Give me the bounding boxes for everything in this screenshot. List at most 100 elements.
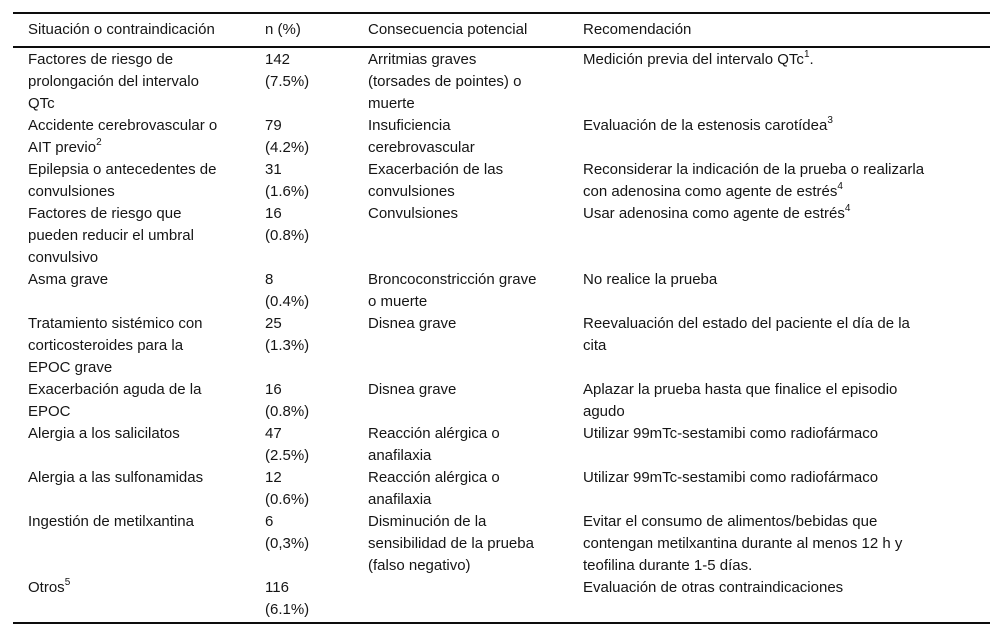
cell-line: 31	[265, 161, 282, 178]
cell-line: Otros5	[28, 577, 71, 597]
consecuencia-cell: Disminución de la sensibilidad de la prue…	[368, 511, 583, 577]
consecuencia-cell: Disnea grave	[368, 313, 583, 379]
cell-line: con adenosina como agente de estrés4	[583, 181, 843, 201]
n-cell: 6 (0,3%)	[265, 511, 368, 577]
n-cell: 79 (4.2%)	[265, 115, 368, 159]
n-cell: 47 (2.5%)	[265, 423, 368, 467]
cell-line: (0.4%)	[265, 293, 310, 310]
cell-line: prolongación del intervalo	[28, 73, 199, 90]
cell-line: Evaluación de otras contraindicaciones	[583, 579, 844, 596]
consecuencia-cell	[368, 577, 583, 621]
cell-line: muerte	[368, 95, 415, 112]
consecuencia-cell: Convulsiones	[368, 203, 583, 269]
table-row: Exacerbación aguda de la EPOC 16 (0.8%) Disn…	[28, 379, 990, 423]
situacion-cell: Otros5	[28, 577, 265, 621]
cell-line: 79	[265, 117, 282, 134]
situacion-cell: Accidente cerebrovascular o AIT previo2	[28, 115, 265, 159]
cell-line: cita	[583, 337, 607, 354]
situacion-cell: Exacerbación aguda de la EPOC	[28, 379, 265, 423]
n-cell: 116 (6.1%)	[265, 577, 368, 621]
cell-line: 25	[265, 315, 282, 332]
cell-line: pueden reducir el umbral	[28, 227, 194, 244]
cell-line: (2.5%)	[265, 447, 310, 464]
cell-line: anafilaxia	[368, 447, 432, 464]
header-situacion: Situación o contraindicación	[28, 21, 215, 38]
consecuencia-cell: Arritmias graves (torsades de pointes) o m…	[368, 49, 583, 115]
cell-line: Evaluación de la estenosis carotídea3	[583, 115, 833, 135]
recomendacion-cell: Evaluación de la estenosis carotídea3	[583, 115, 990, 159]
n-cell: 8 (0.4%)	[265, 269, 368, 313]
cell-line: o muerte	[368, 293, 428, 310]
cell-line: Utilizar 99mTc-sestamibi como radiofárma…	[583, 425, 879, 442]
cell-line: Exacerbación aguda de la	[28, 381, 202, 398]
cell-line: Broncoconstricción grave	[368, 271, 537, 288]
table-row: Factores de riesgo de prolongación del in…	[28, 49, 990, 115]
cell-line: Usar adenosina como agente de estrés4	[583, 203, 851, 223]
n-cell: 12 (0.6%)	[265, 467, 368, 511]
table-row: Ingestión de metilxantina 6 (0,3%) Disminuc…	[28, 511, 990, 577]
recomendacion-cell: Utilizar 99mTc-sestamibi como radiofárma…	[583, 467, 990, 511]
table-header-row: Situación o contraindicación n (%) Conse…	[13, 14, 990, 48]
recomendacion-cell: Aplazar la prueba hasta que finalice el …	[583, 379, 990, 423]
cell-line: AIT previo2	[28, 137, 102, 157]
cell-line: Tratamiento sistémico con	[28, 315, 203, 332]
cell-line: convulsivo	[28, 249, 99, 266]
cell-line: (1.6%)	[265, 183, 310, 200]
recomendacion-cell: Evaluación de otras contraindicaciones	[583, 577, 990, 621]
cell-line: (0.6%)	[265, 491, 310, 508]
situacion-cell: Factores de riesgo de prolongación del in…	[28, 49, 265, 115]
consecuencia-cell: Broncoconstricción grave o muerte	[368, 269, 583, 313]
cell-line: Arritmias graves	[368, 51, 477, 68]
recomendacion-cell: Utilizar 99mTc-sestamibi como radiofárma…	[583, 423, 990, 467]
table-row: Accidente cerebrovascular o AIT previo2 79…	[28, 115, 990, 159]
consecuencia-cell: Insuficiencia cerebrovascular	[368, 115, 583, 159]
cell-line: (4.2%)	[265, 139, 310, 156]
cell-line: cerebrovascular	[368, 139, 475, 156]
cell-line: 47	[265, 425, 282, 442]
cell-line: (0.8%)	[265, 227, 310, 244]
cell-line: Reevaluación del estado del paciente el …	[583, 315, 910, 332]
cell-line: anafilaxia	[368, 491, 432, 508]
recomendacion-cell: No realice la prueba	[583, 269, 990, 313]
cell-line: 116	[265, 579, 289, 596]
situacion-cell: Factores de riesgo que pueden reducir el …	[28, 203, 265, 269]
cell-line: EPOC	[28, 403, 71, 420]
consecuencia-cell: Reacción alérgica o anafilaxia	[368, 423, 583, 467]
cell-line: Reacción alérgica o	[368, 469, 500, 486]
cell-line: (6.1%)	[265, 601, 310, 618]
cell-line: convulsiones	[28, 183, 115, 200]
footnote-marker: 3	[827, 115, 833, 126]
table-row: Factores de riesgo que pueden reducir el …	[28, 203, 990, 269]
cell-line: Epilepsia o antecedentes de	[28, 161, 217, 178]
cell-line: EPOC grave	[28, 359, 113, 376]
situacion-cell: Ingestión de metilxantina	[28, 511, 265, 577]
cell-line: teofilina durante 1-5 días.	[583, 557, 753, 574]
table-row: Alergia a las sulfonamidas 12 (0.6%) Reacci…	[28, 467, 990, 511]
cell-line: (0,3%)	[265, 535, 310, 552]
cell-line: Convulsiones	[368, 205, 459, 222]
recomendacion-cell: Usar adenosina como agente de estrés4	[583, 203, 990, 269]
situacion-cell: Alergia a los salicilatos	[28, 423, 265, 467]
cell-line: QTc	[28, 95, 55, 112]
cell-line: Utilizar 99mTc-sestamibi como radiofárma…	[583, 469, 879, 486]
cell-line: Disnea grave	[368, 381, 457, 398]
cell-line: Factores de riesgo de	[28, 51, 174, 68]
recomendacion-cell: Medición previa del intervalo QTc1.	[583, 49, 990, 115]
situacion-cell: Epilepsia o antecedentes de convulsiones	[28, 159, 265, 203]
n-cell: 142 (7.5%)	[265, 49, 368, 115]
footnote-marker: 2	[96, 137, 102, 148]
header-n-percent: n (%)	[265, 21, 301, 38]
footnote-marker: 1	[803, 49, 810, 60]
cell-line: (torsades de pointes) o	[368, 73, 522, 90]
cell-line: Alergia a los salicilatos	[28, 425, 180, 442]
cell-line: 16	[265, 381, 282, 398]
cell-line: 142	[265, 51, 291, 68]
cell-line: contengan metilxantina durante al menos …	[583, 535, 903, 552]
contraindications-table: Situación o contraindicación n (%) Conse…	[13, 12, 990, 624]
cell-line: (1.3%)	[265, 337, 310, 354]
cell-line: 12	[265, 469, 282, 486]
cell-line: convulsiones	[368, 183, 455, 200]
cell-line: agudo	[583, 403, 625, 420]
table-row: Tratamiento sistémico con corticosteroide…	[28, 313, 990, 379]
cell-line: (0.8%)	[265, 403, 310, 420]
